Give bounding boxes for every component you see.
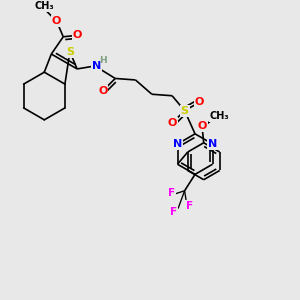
Text: N: N — [208, 139, 217, 149]
Text: N: N — [173, 139, 182, 149]
Text: O: O — [197, 122, 207, 131]
Text: S: S — [66, 47, 74, 57]
Text: H: H — [100, 56, 107, 64]
Text: CH₃: CH₃ — [209, 111, 229, 121]
Text: O: O — [98, 86, 107, 96]
Text: O: O — [167, 118, 177, 128]
Text: CH₃: CH₃ — [34, 1, 54, 11]
Text: F: F — [168, 188, 175, 198]
Text: O: O — [195, 97, 204, 107]
Text: S: S — [181, 106, 189, 116]
Text: O: O — [73, 30, 82, 40]
Text: F: F — [170, 207, 177, 217]
Text: N: N — [92, 61, 101, 71]
Text: F: F — [186, 201, 193, 211]
Text: O: O — [52, 16, 62, 26]
